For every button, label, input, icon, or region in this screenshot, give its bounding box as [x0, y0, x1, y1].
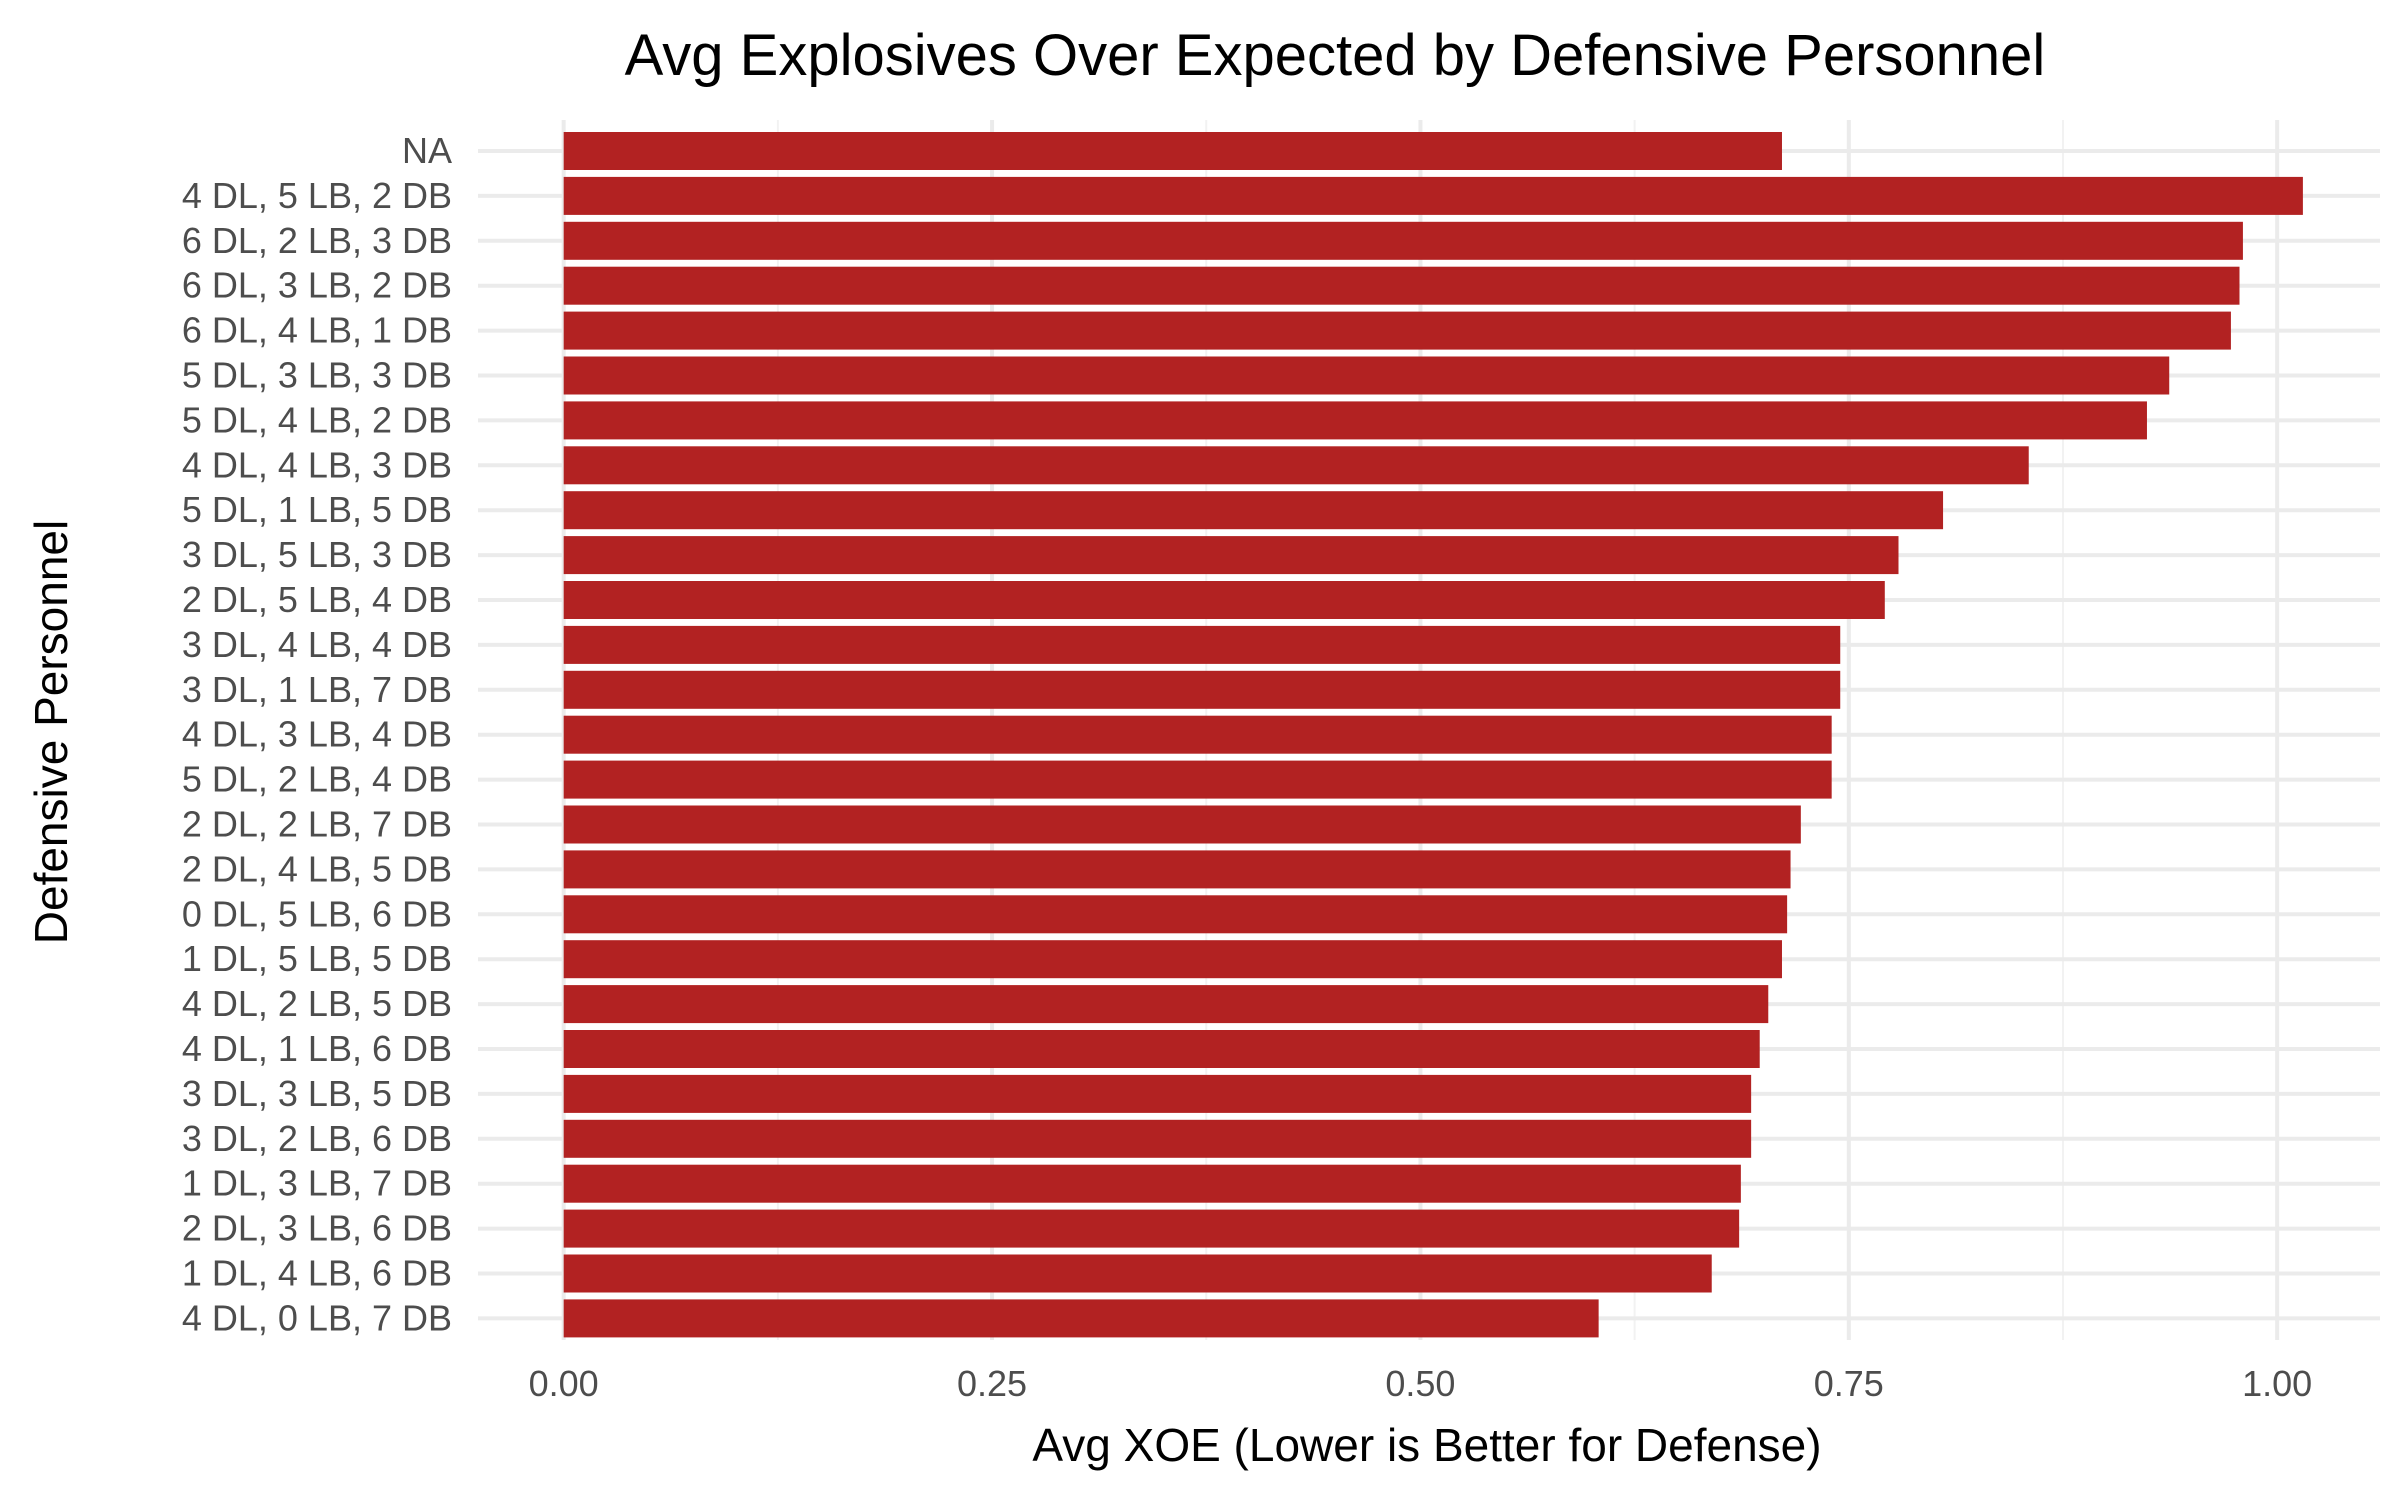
bar [563, 1030, 1760, 1068]
y-axis-tick-labels: NA4 DL, 5 LB, 2 DB6 DL, 2 LB, 3 DB6 DL, … [182, 130, 452, 1338]
y-tick-label: 4 DL, 5 LB, 2 DB [182, 175, 452, 216]
y-tick-label: 6 DL, 2 LB, 3 DB [182, 220, 452, 261]
y-tick-label: 3 DL, 1 LB, 7 DB [182, 669, 452, 710]
y-tick-label: 3 DL, 4 LB, 4 DB [182, 624, 452, 665]
bar [563, 311, 2231, 350]
bar [563, 1164, 1741, 1203]
y-tick-label: 1 DL, 5 LB, 5 DB [182, 938, 452, 979]
chart-title: Avg Explosives Over Expected by Defensiv… [625, 23, 2046, 88]
x-axis-title: Avg XOE (Lower is Better for Defense) [1032, 1419, 1821, 1471]
x-axis-tick-labels: 0.00 0.25 0.50 0.75 1.00 [529, 1363, 2313, 1404]
bar [563, 1209, 1740, 1248]
y-tick-label: 1 DL, 3 LB, 7 DB [182, 1163, 452, 1204]
bar [563, 266, 2240, 305]
bar [563, 491, 1944, 530]
bar [563, 536, 1899, 575]
bar [563, 895, 1788, 934]
x-tick-label: 0.00 [529, 1363, 599, 1404]
bar [563, 581, 1885, 619]
y-tick-label: 1 DL, 4 LB, 6 DB [182, 1253, 452, 1294]
x-tick-label: 0.50 [1385, 1363, 1455, 1404]
y-tick-label: 3 DL, 2 LB, 6 DB [182, 1118, 452, 1159]
bar [563, 625, 1841, 664]
x-tick-label: 1.00 [2242, 1363, 2312, 1404]
y-tick-label: NA [402, 130, 452, 171]
y-tick-label: 4 DL, 0 LB, 7 DB [182, 1297, 452, 1338]
bar [563, 850, 1791, 889]
bar [563, 805, 1801, 844]
y-tick-label: 2 DL, 5 LB, 4 DB [182, 579, 452, 620]
bar [563, 401, 2147, 440]
y-tick-label: 2 DL, 4 LB, 5 DB [182, 848, 452, 889]
bar [563, 176, 2303, 215]
y-tick-label: 6 DL, 4 LB, 1 DB [182, 310, 452, 351]
y-tick-label: 5 DL, 2 LB, 4 DB [182, 759, 452, 800]
y-tick-label: 4 DL, 4 LB, 3 DB [182, 444, 452, 485]
bar [563, 221, 2243, 260]
bars [563, 132, 2303, 1338]
bar [563, 446, 2029, 485]
y-axis-title: Defensive Personnel [25, 520, 77, 944]
bar [563, 985, 1769, 1024]
x-tick-label: 0.75 [1814, 1363, 1884, 1404]
y-tick-label: 5 DL, 4 LB, 2 DB [182, 399, 452, 440]
y-tick-label: 5 DL, 3 LB, 3 DB [182, 355, 452, 396]
y-tick-label: 4 DL, 1 LB, 6 DB [182, 1028, 452, 1069]
bar [563, 670, 1841, 709]
bar [563, 356, 2170, 395]
y-tick-label: 6 DL, 3 LB, 2 DB [182, 265, 452, 306]
y-tick-label: 2 DL, 3 LB, 6 DB [182, 1208, 452, 1249]
bar [563, 760, 1832, 799]
bar [563, 1119, 1752, 1158]
y-tick-label: 3 DL, 3 LB, 5 DB [182, 1073, 452, 1114]
y-tick-label: 4 DL, 2 LB, 5 DB [182, 983, 452, 1024]
bar [563, 940, 1782, 979]
bar [563, 1299, 1599, 1338]
y-tick-label: 4 DL, 3 LB, 4 DB [182, 714, 452, 755]
y-tick-label: 5 DL, 1 LB, 5 DB [182, 489, 452, 530]
bar [563, 1254, 1712, 1293]
y-tick-label: 0 DL, 5 LB, 6 DB [182, 893, 452, 934]
bar [563, 132, 1782, 170]
y-tick-label: 3 DL, 5 LB, 3 DB [182, 534, 452, 575]
bar [563, 715, 1832, 754]
bar [563, 1074, 1752, 1113]
x-tick-label: 0.25 [957, 1363, 1027, 1404]
y-tick-label: 2 DL, 2 LB, 7 DB [182, 804, 452, 845]
